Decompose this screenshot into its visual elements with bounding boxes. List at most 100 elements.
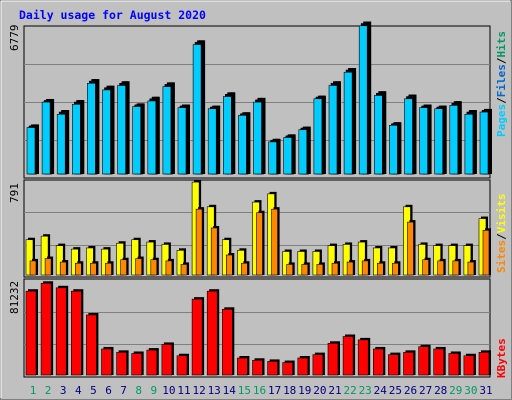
kbytes-bar — [55, 287, 67, 376]
sites-bar — [256, 212, 263, 276]
kbytes-bar — [342, 336, 354, 376]
visits-bar — [40, 235, 49, 276]
pages-bar — [207, 108, 217, 175]
kbytes-bar — [388, 354, 399, 376]
visits-bar — [327, 245, 336, 276]
pages-bar — [373, 95, 383, 175]
sites-bar — [482, 230, 490, 276]
x-tick-label: 26 — [404, 384, 417, 397]
x-tick-label: 16 — [253, 384, 266, 397]
pages-bar — [177, 107, 187, 175]
pages-bar — [404, 98, 413, 175]
pages-bar — [479, 111, 489, 175]
visits-bar — [342, 244, 351, 276]
x-tick-label: 1 — [30, 384, 37, 397]
hits-legend: Pages/Files/Hits — [495, 31, 508, 137]
sites-bar — [452, 260, 460, 276]
pages-bar — [464, 113, 474, 175]
kbytes-bar — [237, 357, 248, 376]
x-tick-label: 2 — [45, 384, 52, 397]
sites-bar — [241, 262, 248, 276]
legend-hits: Hits — [495, 31, 508, 58]
pages-bar — [253, 101, 262, 175]
x-tick-label: 22 — [343, 384, 356, 397]
pages-bar — [147, 100, 157, 175]
legend-pages: Pages — [495, 104, 508, 137]
x-tick-label: 4 — [75, 384, 82, 397]
kbytes-ymax-label: 81232 — [8, 281, 21, 314]
legend-sep-3: / — [495, 233, 508, 240]
kbytes-bar — [71, 290, 82, 376]
x-tick-label: 13 — [208, 384, 221, 397]
kbytes-bar — [403, 352, 414, 376]
pages-bar — [162, 86, 172, 175]
sites-bar — [407, 221, 414, 276]
sites-bar — [376, 262, 384, 276]
sites-bar — [180, 264, 188, 276]
x-tick-label: 6 — [105, 384, 112, 397]
pages-bar — [117, 85, 126, 175]
legend-visits: Visits — [495, 194, 508, 234]
kbytes-bar — [297, 357, 309, 376]
x-tick-label: 15 — [238, 384, 251, 397]
kbytes-bar — [40, 282, 52, 376]
visits-legend: Sites/Visits — [495, 194, 508, 274]
sites-bar — [422, 259, 429, 276]
pages-bar — [268, 141, 277, 175]
x-tick-label: 31 — [479, 384, 492, 397]
kbytes-bar — [131, 353, 142, 376]
sites-bar — [165, 260, 173, 276]
kbytes-bar — [116, 352, 127, 376]
pages-bar — [41, 101, 51, 175]
pages-bar — [238, 115, 247, 175]
legend-sep-2: / — [495, 57, 508, 64]
kbytes-bar — [206, 290, 218, 376]
pages-bar — [389, 125, 398, 175]
x-tick-label: 23 — [359, 384, 372, 397]
pages-bar — [223, 96, 232, 175]
sites-bar — [120, 259, 127, 276]
sites-bar — [392, 262, 399, 276]
sites-bar — [331, 262, 339, 276]
kbytes-bar — [86, 314, 97, 376]
x-tick-label: 10 — [162, 384, 175, 397]
sites-bar — [226, 254, 233, 276]
sites-bar — [271, 208, 278, 276]
kbytes-bar — [418, 346, 429, 376]
sites-bar — [437, 260, 445, 276]
pages-bar — [192, 44, 202, 175]
kbytes-bar — [448, 353, 460, 376]
sites-bar — [135, 258, 142, 276]
x-tick-label: 30 — [464, 384, 477, 397]
pages-bar — [56, 113, 66, 175]
kbytes-bar — [312, 354, 324, 376]
kbytes-bar — [282, 362, 294, 376]
sites-bar — [346, 261, 354, 276]
kbytes-bar — [25, 290, 37, 376]
kbytes-bar — [161, 344, 173, 376]
x-tick-label: 9 — [150, 384, 157, 397]
pages-bar — [298, 129, 308, 175]
x-tick-label: 19 — [298, 384, 311, 397]
sites-bar — [29, 260, 37, 276]
kbytes-bar — [267, 361, 278, 376]
chart-title: Daily usage for August 2020 — [19, 8, 206, 22]
kbytes-legend: KBytes — [495, 338, 508, 378]
pages-bar — [358, 25, 368, 175]
visits-panel — [23, 179, 491, 278]
x-tick-label: 24 — [374, 384, 388, 397]
x-tick-label: 18 — [283, 384, 296, 397]
x-tick-label: 25 — [389, 384, 402, 397]
sites-bar — [316, 264, 324, 276]
visits-bar — [25, 239, 34, 276]
pages-bar — [313, 98, 323, 175]
sites-bar — [59, 261, 67, 276]
pages-bar — [132, 106, 141, 175]
x-tick-label: 29 — [449, 384, 462, 397]
kbytes-bar — [327, 342, 339, 376]
pages-bar — [283, 137, 293, 175]
sites-bar — [210, 227, 218, 276]
pages-bar — [26, 127, 36, 175]
x-axis-labels: 1 2 3 4 5 6 7 8 9 10 11 12 13 14 15 16 17 18 19 20 21 22 23 24 2… — [30, 384, 493, 397]
kbytes-bar — [372, 348, 384, 376]
